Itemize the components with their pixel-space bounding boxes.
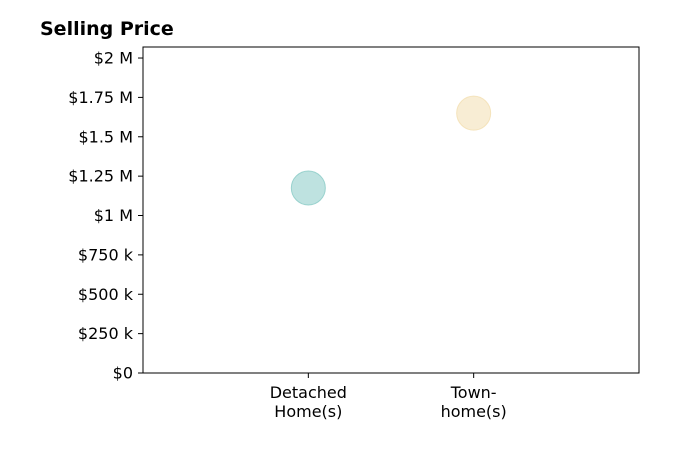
x-tick-label-line: Home(s)	[274, 402, 342, 421]
y-axis: $0 $250 k $500 k $750 k $1 M $1.25 M $1.5 M $1.…	[68, 49, 143, 383]
y-tick-label: $750 k	[78, 245, 134, 264]
y-tick-label: $0	[113, 364, 133, 383]
y-tick-label: $1.75 M	[68, 88, 133, 107]
x-tick-label-line: Detached	[270, 383, 347, 402]
data-point	[290, 170, 326, 206]
plot-frame	[142, 46, 640, 374]
chart-title: Selling Price	[40, 18, 174, 40]
x-tick-label-line: home(s)	[441, 402, 507, 421]
y-tick-label: $250 k	[78, 324, 134, 343]
y-tick-label: $1.25 M	[68, 167, 133, 186]
data-point	[456, 95, 492, 131]
x-tick-label: Detached Home(s)	[270, 383, 347, 421]
y-tick-label: $1 M	[94, 206, 133, 225]
y-tick-label: $500 k	[78, 285, 134, 304]
x-tick-label: Town-home(s)	[441, 383, 507, 421]
y-tick-label: $1.5 M	[78, 127, 133, 146]
y-tick-label: $2 M	[94, 49, 133, 68]
x-tick-label-line: Town-	[450, 383, 497, 402]
data-points	[290, 95, 492, 206]
x-axis: Detached Home(s) Town-home(s)	[270, 373, 507, 421]
